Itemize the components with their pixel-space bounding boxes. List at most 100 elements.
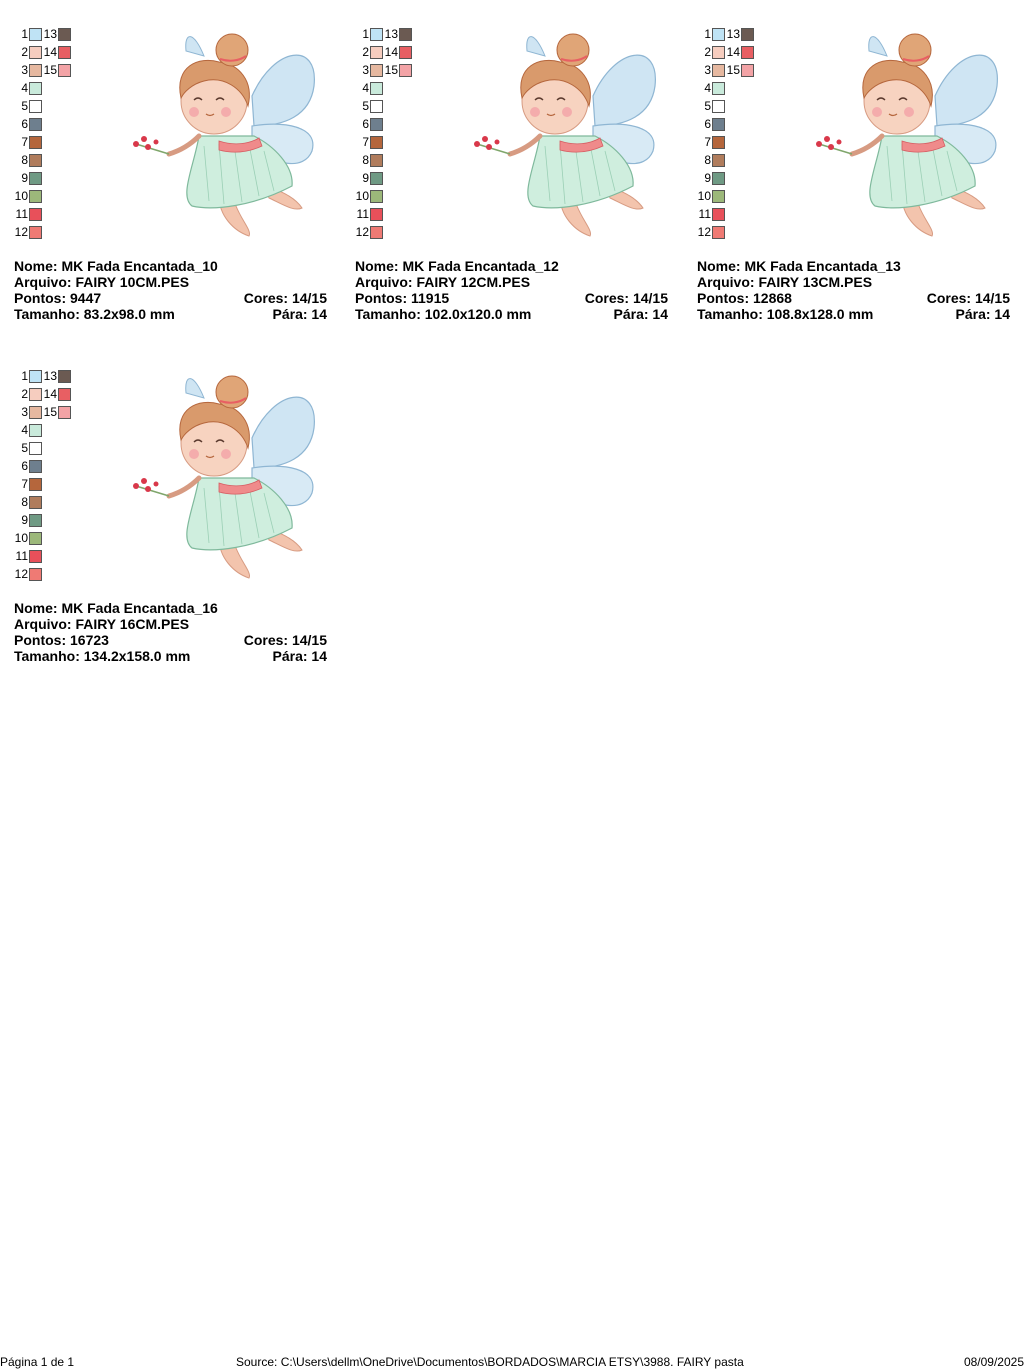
color-number: 8: [21, 495, 28, 509]
color-swatch: [29, 118, 42, 131]
color-number: 6: [362, 117, 369, 131]
color-swatch: [29, 460, 42, 473]
color-number: 9: [704, 171, 711, 185]
stop-count: Pára: 14: [272, 648, 327, 664]
color-swatch: [58, 28, 71, 41]
palette-row: 3 15: [14, 404, 94, 422]
color-number: 7: [21, 135, 28, 149]
color-swatch: [712, 118, 725, 131]
color-number: 12: [14, 567, 28, 581]
color-swatch: [29, 478, 42, 491]
color-number: 15: [43, 405, 57, 419]
color-swatch: [370, 28, 383, 41]
color-number: 3: [21, 63, 28, 77]
color-number: 2: [21, 45, 28, 59]
design-name: Nome: MK Fada Encantada_16: [14, 600, 218, 616]
color-swatch: [29, 442, 42, 455]
color-number: 3: [362, 63, 369, 77]
source-path: Source: C:\Users\dellm\OneDrive\Document…: [236, 1355, 744, 1369]
palette-row: 4: [697, 80, 777, 98]
color-count: Cores: 14/15: [243, 632, 327, 648]
color-swatch: [370, 100, 383, 113]
color-swatch: [29, 532, 42, 545]
color-number: 14: [43, 45, 57, 59]
color-swatch: [29, 550, 42, 563]
palette-row: 8: [14, 152, 94, 170]
palette-row: 5: [697, 98, 777, 116]
color-number: 4: [362, 81, 369, 95]
palette-row: 7: [14, 476, 94, 494]
color-swatch: [29, 568, 42, 581]
color-swatch: [399, 64, 412, 77]
color-number: 11: [15, 207, 28, 221]
design-card: 1 13 2 14 3 15 4 5 6 7 8 9 10 11 12: [14, 26, 334, 346]
color-swatch: [29, 190, 42, 203]
design-name: Nome: MK Fada Encantada_13: [697, 258, 901, 274]
color-swatch: [712, 46, 725, 59]
palette-row: 6: [355, 116, 435, 134]
palette-row: 3 15: [697, 62, 777, 80]
print-date: 08/09/2025: [963, 1355, 1024, 1369]
color-swatch: [712, 28, 725, 41]
palette-row: 9: [697, 170, 777, 188]
color-swatch: [29, 100, 42, 113]
color-number: 3: [21, 405, 28, 419]
color-number: 12: [14, 225, 28, 239]
color-number: 8: [362, 153, 369, 167]
color-swatch: [741, 64, 754, 77]
color-swatch: [370, 208, 383, 221]
color-swatch: [399, 28, 412, 41]
color-number: 5: [21, 441, 28, 455]
palette-row: 2 14: [14, 386, 94, 404]
palette-row: 6: [14, 458, 94, 476]
color-number: 7: [704, 135, 711, 149]
color-number: 3: [704, 63, 711, 77]
color-swatch: [712, 226, 725, 239]
color-swatch: [712, 172, 725, 185]
stop-count: Pára: 14: [955, 306, 1010, 322]
color-swatch: [29, 226, 42, 239]
color-swatch: [29, 136, 42, 149]
fairy-embroidery-preview: [133, 375, 315, 579]
color-swatch: [29, 46, 42, 59]
color-number: 10: [355, 189, 369, 203]
color-count: Cores: 14/15: [584, 290, 668, 306]
palette-row: 4: [355, 80, 435, 98]
palette-row: 4: [14, 80, 94, 98]
design-size: Tamanho: 134.2x158.0 mm: [14, 648, 191, 664]
design-size: Tamanho: 83.2x98.0 mm: [14, 306, 175, 322]
color-number: 5: [362, 99, 369, 113]
color-swatch: [370, 226, 383, 239]
palette-row: 7: [355, 134, 435, 152]
color-swatch: [29, 388, 42, 401]
color-swatch: [29, 424, 42, 437]
color-swatch: [712, 154, 725, 167]
color-swatch: [370, 190, 383, 203]
palette-row: 9: [14, 170, 94, 188]
palette-row: 12: [697, 224, 777, 242]
palette-row: 7: [14, 134, 94, 152]
palette-row: 12: [14, 566, 94, 584]
color-number: 6: [704, 117, 711, 131]
color-swatch: [712, 100, 725, 113]
palette-row: 10: [14, 530, 94, 548]
page-number: Página 1 de 1: [0, 1355, 75, 1369]
color-number: 2: [362, 45, 369, 59]
color-number: 14: [43, 387, 57, 401]
palette-row: 4: [14, 422, 94, 440]
palette-row: 1 13: [14, 26, 94, 44]
color-swatch: [29, 514, 42, 527]
color-number: 6: [21, 117, 28, 131]
fairy-embroidery-preview: [474, 33, 656, 237]
design-file: Arquivo: FAIRY 10CM.PES: [14, 274, 190, 290]
color-swatch: [712, 82, 725, 95]
color-number: 11: [356, 207, 369, 221]
palette-row: 8: [14, 494, 94, 512]
color-number: 14: [726, 45, 740, 59]
color-number: 12: [355, 225, 369, 239]
color-number: 10: [14, 189, 28, 203]
color-swatch: [370, 172, 383, 185]
color-number: 12: [697, 225, 711, 239]
stitch-count: Pontos: 12868: [697, 290, 792, 306]
color-number: 11: [15, 549, 28, 563]
